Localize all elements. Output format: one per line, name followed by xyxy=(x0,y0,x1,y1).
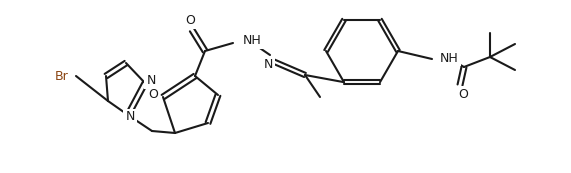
Text: NH: NH xyxy=(243,34,262,48)
Text: N: N xyxy=(263,57,273,71)
Text: N: N xyxy=(125,111,135,124)
Text: O: O xyxy=(148,89,158,102)
Text: O: O xyxy=(458,88,468,101)
Text: O: O xyxy=(185,15,195,28)
Text: N: N xyxy=(146,75,156,88)
Text: Br: Br xyxy=(55,70,69,83)
Text: NH: NH xyxy=(440,52,459,65)
